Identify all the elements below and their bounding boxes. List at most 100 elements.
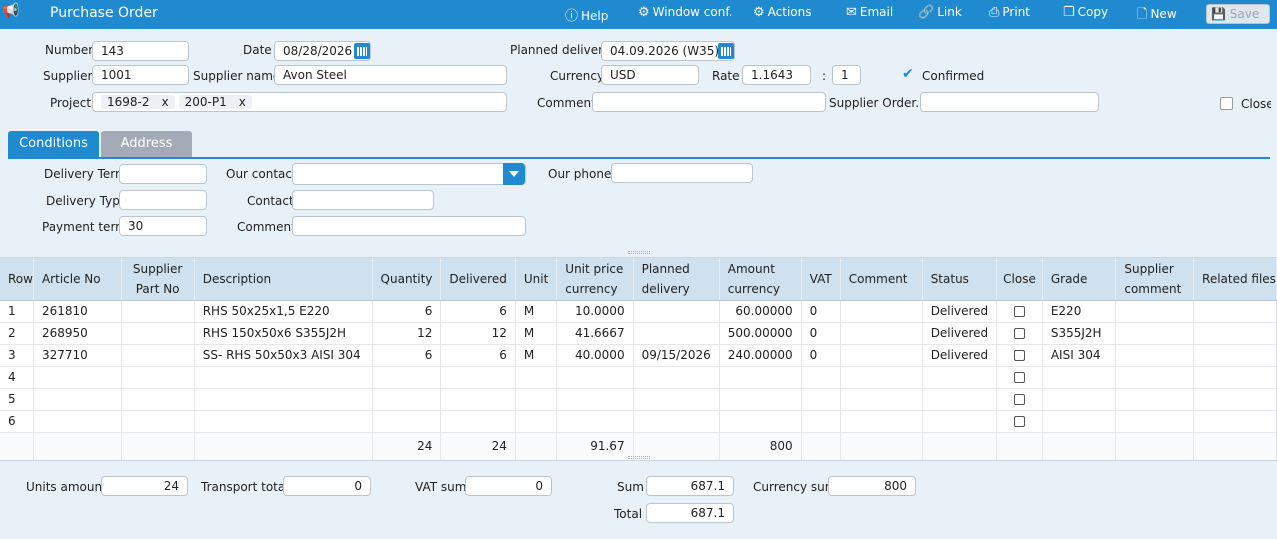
cell-row[interactable]: 4 <box>0 366 34 389</box>
cell-row[interactable]: 6 <box>0 410 34 433</box>
table-row[interactable]: 5 <box>0 388 1277 411</box>
delivery-term-input[interactable] <box>119 164 207 184</box>
col-header-status[interactable]: Status <box>922 258 998 301</box>
tab-address[interactable]: Address <box>101 131 192 158</box>
cell-related[interactable] <box>1193 300 1277 323</box>
cell-article[interactable] <box>33 410 122 433</box>
cell-unit-price[interactable] <box>556 410 634 433</box>
cell-vat[interactable] <box>801 388 841 411</box>
cell-amount[interactable] <box>719 366 802 389</box>
remove-chip-icon[interactable]: x <box>161 95 169 109</box>
cell-planned[interactable] <box>633 410 720 433</box>
cell-row[interactable]: 5 <box>0 388 34 411</box>
cell-description[interactable]: RHS 50x25x1,5 E220 <box>194 300 373 323</box>
cell-unit[interactable] <box>515 366 558 389</box>
cell-status[interactable] <box>922 388 998 411</box>
cell-status[interactable]: Delivered <box>922 344 998 367</box>
cell-delivered[interactable]: 6 <box>440 300 516 323</box>
cell-unit-price[interactable]: 40.0000 <box>556 344 634 367</box>
cell-vat[interactable]: 0 <box>801 322 841 345</box>
transport-total-field[interactable]: 0 <box>283 476 371 496</box>
cell-unit-price[interactable]: 41.6667 <box>556 322 634 345</box>
resize-handle[interactable] <box>628 251 650 254</box>
cell-supp-comment[interactable] <box>1115 410 1195 433</box>
cell-quantity[interactable] <box>372 410 442 433</box>
print-button[interactable]: ⎙ Print <box>989 5 1031 20</box>
cell-supp-comment[interactable] <box>1115 344 1195 367</box>
col-header-supplier-comment[interactable]: Supplier comment <box>1115 258 1195 301</box>
tab-conditions[interactable]: Conditions <box>8 131 99 158</box>
cell-amount[interactable] <box>719 410 802 433</box>
actions-button[interactable]: ⚙ Actions <box>753 5 812 20</box>
cell-related[interactable] <box>1193 366 1277 389</box>
cell-unit[interactable]: M <box>515 322 558 345</box>
chevron-down-icon[interactable] <box>503 163 525 185</box>
cell-supp-comment[interactable] <box>1115 388 1195 411</box>
cell-row[interactable]: 3 <box>0 344 34 367</box>
col-header-delivered[interactable]: Delivered <box>440 258 516 301</box>
cell-related[interactable] <box>1193 388 1277 411</box>
number-input[interactable]: 143 <box>92 41 189 61</box>
cell-comment[interactable] <box>840 322 923 345</box>
cell-comment[interactable] <box>840 410 923 433</box>
our-phone-input[interactable] <box>611 163 753 183</box>
date-input[interactable]: 08/28/2026 <box>274 41 371 61</box>
cell-quantity[interactable]: 6 <box>372 300 442 323</box>
col-header-planned-delivery[interactable]: Planned delivery <box>633 258 720 301</box>
table-row[interactable]: 3 327710 SS- RHS 50x50x3 AISI 304 6 6 M 40.000… <box>0 344 1277 367</box>
cell-delivered[interactable] <box>440 366 516 389</box>
calendar-icon[interactable] <box>354 43 370 59</box>
window-conf-button[interactable]: ⚙ Window conf. <box>638 5 733 20</box>
copy-button[interactable]: ❐ Copy <box>1063 5 1109 20</box>
col-header-unit[interactable]: Unit <box>515 258 558 301</box>
cell-unit[interactable]: M <box>515 344 558 367</box>
cell-article[interactable]: 327710 <box>33 344 122 367</box>
cell-vat[interactable] <box>801 410 841 433</box>
cell-planned[interactable]: 09/15/2026 <box>633 344 720 367</box>
cell-planned[interactable] <box>633 388 720 411</box>
cell-article[interactable] <box>33 366 122 389</box>
cell-quantity[interactable] <box>372 388 442 411</box>
cell-amount[interactable]: 500.00000 <box>719 322 802 345</box>
cell-description[interactable] <box>194 366 373 389</box>
project-input[interactable]: 1698-2 x 200-P1 x <box>92 92 507 112</box>
cell-grade[interactable]: S355J2H <box>1042 322 1117 345</box>
cell-delivered[interactable] <box>440 410 516 433</box>
cell-row[interactable]: 2 <box>0 322 34 345</box>
cell-quantity[interactable]: 6 <box>372 344 442 367</box>
cell-related[interactable] <box>1193 344 1277 367</box>
cell-vat[interactable] <box>801 366 841 389</box>
col-header-grade[interactable]: Grade <box>1042 258 1117 301</box>
save-button[interactable]: 💾 Save <box>1206 4 1270 24</box>
cell-unit-price[interactable] <box>556 366 634 389</box>
col-header-supplier-part[interactable]: Supplier Part No <box>121 258 195 301</box>
table-row[interactable]: 1 261810 RHS 50x25x1,5 E220 6 6 M 10.0000 60.00… <box>0 300 1277 323</box>
cell-grade[interactable] <box>1042 388 1117 411</box>
cell-vat[interactable]: 0 <box>801 300 841 323</box>
cell-supp-part[interactable] <box>121 388 195 411</box>
close-checkbox[interactable] <box>1013 306 1025 317</box>
resize-handle[interactable] <box>628 456 650 459</box>
cell-description[interactable] <box>194 388 373 411</box>
close-checkbox[interactable] <box>1013 350 1025 361</box>
rate-divisor-input[interactable]: 1 <box>832 65 861 85</box>
supplier-name-input[interactable]: Avon Steel <box>274 65 507 85</box>
payment-term-input[interactable]: 30 <box>119 216 207 236</box>
closed-checkbox[interactable] <box>1220 97 1233 110</box>
table-row[interactable]: 6 <box>0 410 1277 433</box>
cell-unit-price[interactable]: 10.0000 <box>556 300 634 323</box>
table-row[interactable]: 4 <box>0 366 1277 389</box>
cell-supp-part[interactable] <box>121 322 195 345</box>
cell-unit-price[interactable] <box>556 388 634 411</box>
cell-supp-part[interactable] <box>121 344 195 367</box>
cell-grade[interactable]: AISI 304 <box>1042 344 1117 367</box>
col-header-description[interactable]: Description <box>194 258 373 301</box>
remove-chip-icon[interactable]: x <box>238 95 246 109</box>
cell-row[interactable]: 1 <box>0 300 34 323</box>
megaphone-icon[interactable]: 📢 <box>2 3 20 19</box>
supplier-input[interactable]: 1001 <box>92 65 189 85</box>
cell-status[interactable] <box>922 410 998 433</box>
close-checkbox[interactable] <box>1013 416 1025 427</box>
comment-input[interactable] <box>592 92 826 112</box>
cell-vat[interactable]: 0 <box>801 344 841 367</box>
